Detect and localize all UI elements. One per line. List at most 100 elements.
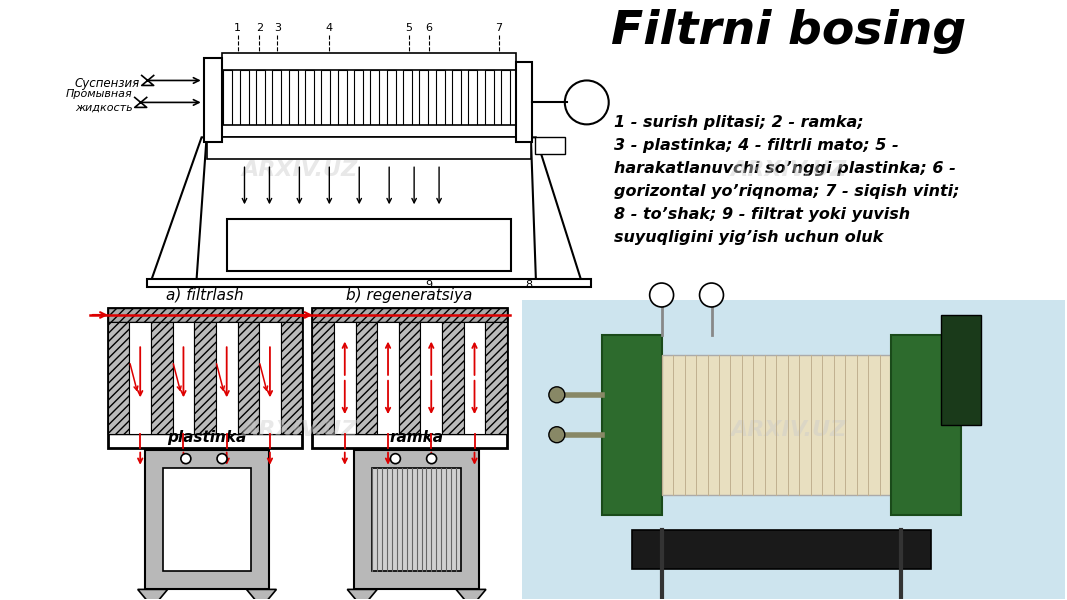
Bar xyxy=(355,322,378,434)
Text: gorizontal yo’riqnoma; 7 - siqish vinti;: gorizontal yo’riqnoma; 7 - siqish vinti; xyxy=(614,184,959,199)
Text: suyuqligini yig’ish uchun oluk: suyuqligini yig’ish uchun oluk xyxy=(614,230,883,245)
Text: 1 - surish plitasi; 2 - ramka;: 1 - surish plitasi; 2 - ramka; xyxy=(614,115,863,130)
Text: 6: 6 xyxy=(426,23,432,32)
Text: 8 - to’shak; 9 - filtrat yoki yuvish: 8 - to’shak; 9 - filtrat yoki yuvish xyxy=(614,207,910,222)
Bar xyxy=(321,70,331,125)
Circle shape xyxy=(700,283,723,307)
Bar xyxy=(313,308,507,448)
Bar xyxy=(941,315,981,425)
Bar xyxy=(305,70,314,125)
Bar xyxy=(194,322,216,434)
Bar xyxy=(259,322,281,434)
Text: жидкость: жидкость xyxy=(75,103,132,112)
Bar xyxy=(632,530,931,569)
Bar xyxy=(222,125,516,137)
Bar xyxy=(162,467,252,571)
Bar xyxy=(313,322,334,434)
Bar xyxy=(272,70,282,125)
Text: 5: 5 xyxy=(405,23,413,32)
Circle shape xyxy=(181,454,191,464)
Bar xyxy=(313,308,507,322)
Text: 3 - plastinka; 4 - filtrli mato; 5 -: 3 - plastinka; 4 - filtrli mato; 5 - xyxy=(614,139,898,154)
Bar xyxy=(173,322,194,434)
Bar xyxy=(204,58,222,142)
Bar xyxy=(403,70,412,125)
Bar xyxy=(516,62,531,142)
Bar xyxy=(216,322,238,434)
Text: 9: 9 xyxy=(426,280,432,290)
Text: plastinka: plastinka xyxy=(168,430,246,445)
Bar xyxy=(108,322,129,434)
Bar xyxy=(522,300,1065,599)
Bar xyxy=(442,322,464,434)
Bar xyxy=(468,70,478,125)
Bar xyxy=(337,70,347,125)
Bar xyxy=(222,53,516,70)
Text: 8: 8 xyxy=(525,280,532,290)
Bar xyxy=(662,355,891,494)
Bar xyxy=(354,70,363,125)
Text: 2: 2 xyxy=(256,23,264,32)
Text: Промывная: Промывная xyxy=(66,89,132,100)
Bar xyxy=(484,70,494,125)
Circle shape xyxy=(548,427,564,443)
Polygon shape xyxy=(152,137,207,279)
Text: 7: 7 xyxy=(495,23,503,32)
Text: ARXIV.UZ: ARXIV.UZ xyxy=(241,420,357,440)
Bar xyxy=(281,322,302,434)
Bar xyxy=(129,322,152,434)
Text: Filtrni bosing: Filtrni bosing xyxy=(610,8,966,53)
Polygon shape xyxy=(138,589,168,600)
Bar xyxy=(535,137,564,154)
Bar xyxy=(334,322,355,434)
Bar xyxy=(372,467,461,571)
Polygon shape xyxy=(246,589,276,600)
Text: Суспензия: Суспензия xyxy=(75,77,140,90)
Bar xyxy=(223,70,233,125)
Bar xyxy=(602,335,662,515)
Bar xyxy=(313,420,507,434)
Bar xyxy=(256,70,265,125)
Circle shape xyxy=(650,283,673,307)
Text: ARXIV.UZ: ARXIV.UZ xyxy=(730,420,846,440)
Bar xyxy=(207,137,531,159)
Bar xyxy=(354,449,479,589)
Text: a) filtrlash: a) filtrlash xyxy=(166,288,244,303)
Circle shape xyxy=(427,454,436,464)
Bar xyxy=(108,420,302,434)
Circle shape xyxy=(217,454,227,464)
Bar xyxy=(386,70,396,125)
Bar xyxy=(238,322,259,434)
Bar xyxy=(378,322,399,434)
Circle shape xyxy=(391,454,400,464)
Polygon shape xyxy=(347,589,378,600)
Bar xyxy=(145,449,270,589)
Bar xyxy=(419,70,429,125)
Bar xyxy=(226,219,511,271)
Text: harakatlanuvchi so’nggi plastinka; 6 -: harakatlanuvchi so’nggi plastinka; 6 - xyxy=(614,161,955,176)
Bar xyxy=(146,279,591,287)
Text: 1: 1 xyxy=(234,23,241,32)
Bar xyxy=(452,70,461,125)
Bar xyxy=(485,322,507,434)
Bar xyxy=(891,335,961,515)
Text: 4: 4 xyxy=(325,23,333,32)
Bar xyxy=(108,308,302,322)
Bar xyxy=(435,70,445,125)
Circle shape xyxy=(548,387,564,403)
Polygon shape xyxy=(456,589,485,600)
Bar xyxy=(464,322,485,434)
Text: ARXIV.UZ: ARXIV.UZ xyxy=(730,160,846,180)
Polygon shape xyxy=(531,137,580,279)
Bar xyxy=(108,308,302,448)
Text: 3: 3 xyxy=(274,23,281,32)
Text: Фильтрат: Фильтрат xyxy=(307,219,371,232)
Bar xyxy=(420,322,442,434)
Bar xyxy=(399,322,420,434)
Text: ramka: ramka xyxy=(389,430,444,445)
Bar xyxy=(370,70,380,125)
Bar xyxy=(152,322,173,434)
Text: b) regeneratsiya: b) regeneratsiya xyxy=(347,288,473,303)
Bar xyxy=(501,70,510,125)
Bar xyxy=(288,70,298,125)
